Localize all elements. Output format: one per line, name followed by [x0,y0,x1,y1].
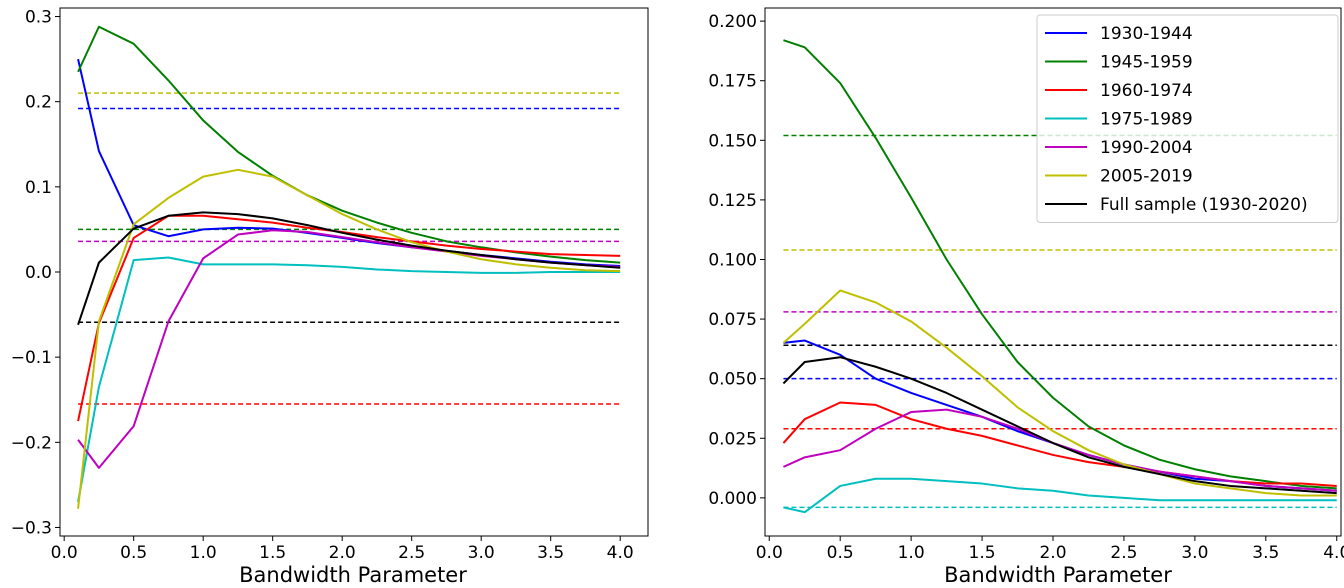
legend-label: 1930-1944 [1100,24,1193,44]
legend-box [1036,14,1339,223]
legend: 1930-1944 1945-1959 1960-1974 1975-1989 1990… [1036,14,1339,223]
right-y-tick-label: 0.075 [708,310,757,330]
left-x-axis-title: Bandwidth Parameter [239,563,467,587]
right-y-tick-label: 0.050 [708,370,757,390]
legend-item: 1975-1989 [1045,110,1193,130]
left-x-tick-label: 0.0 [51,543,78,563]
left-x-tick-label: 0.5 [120,543,147,563]
right-x-tick-label: 1.0 [898,543,925,563]
left-x-tick-label: 3.5 [537,543,564,563]
left-x-tick-label: 1.0 [190,543,217,563]
right-series-line-2005-2019 [782,289,1337,497]
left-series-line-2005-2019 [77,168,621,509]
left-y-tick-label: 0.2 [25,93,52,113]
left-y-tick-label: −0.2 [11,433,52,453]
right-x-tick-label: 1.5 [969,543,996,563]
legend-label: Full sample (1930-2020) [1100,195,1308,215]
legend-label: 1975-1989 [1100,110,1193,130]
right-y-tick-label: 0.175 [708,72,757,92]
right-chart-panel: 0.0 0.5 1.0 1.5 2.0 2.5 3.0 3.5 4.0 0.000 0.025 0.0… [708,7,1344,563]
legend-item: 1930-1944 [1045,24,1193,44]
left-y-tick-label: −0.1 [11,348,52,368]
right-y-tick-label: 0.100 [708,250,757,270]
right-x-axis-title: Bandwidth Parameter [944,563,1172,587]
right-x-tick-label: 4.0 [1323,543,1344,563]
legend-item: 2005-2019 [1045,167,1193,187]
left-y-tick-label: 0.0 [25,263,52,283]
right-x-tick-label: 0.5 [827,543,854,563]
left-chart-panel: 0.0 0.5 1.0 1.5 2.0 2.5 3.0 3.5 4.0 −0.3 −0.2 −0.1 0… [11,7,649,563]
right-y-tick-label: 0.000 [708,489,757,509]
left-y-tick-label: −0.3 [11,518,52,538]
right-x-tick-label: 0.0 [756,543,783,563]
left-series-line-1975-1989 [77,256,621,503]
left-x-tick-label: 2.5 [398,543,425,563]
legend-item: 1960-1974 [1045,81,1193,101]
right-plot-area [782,39,1337,514]
right-y-tick-label: 0.150 [708,131,757,151]
right-y-tick-label: 0.025 [708,429,757,449]
legend-item: 1990-2004 [1045,138,1193,158]
right-series-line-1945-1959 [783,39,1337,490]
legend-label: 2005-2019 [1100,167,1193,187]
left-y-tick-label: 0.3 [25,8,52,28]
legend-item: 1945-1959 [1045,53,1193,73]
legend-item: Full sample (1930-2020) [1045,195,1308,215]
left-x-tick-label: 1.5 [259,543,286,563]
right-x-tick-label: 3.5 [1252,543,1279,563]
left-x-tick-label: 3.0 [468,543,495,563]
right-y-tick-label: 0.125 [708,191,757,211]
left-x-tick-label: 2.0 [329,543,356,563]
legend-label: 1945-1959 [1100,53,1193,73]
legend-label: 1960-1974 [1100,81,1193,101]
legend-label: 1990-2004 [1100,138,1193,158]
left-plot-area [77,25,621,509]
right-x-tick-label: 3.0 [1181,543,1208,563]
right-x-tick-label: 2.5 [1110,543,1137,563]
right-series-line-full-sample-1930-2020- [782,356,1337,495]
right-y-tick-label: 0.200 [708,12,757,32]
left-x-tick-label: 4.0 [607,543,634,563]
right-series-line-1975-1989 [783,477,1337,514]
left-y-tick-label: 0.1 [25,178,52,198]
right-x-tick-label: 2.0 [1039,543,1066,563]
left-series-line-full-sample-1930-2020- [77,211,621,326]
left-series-line-1945-1959 [77,25,621,264]
